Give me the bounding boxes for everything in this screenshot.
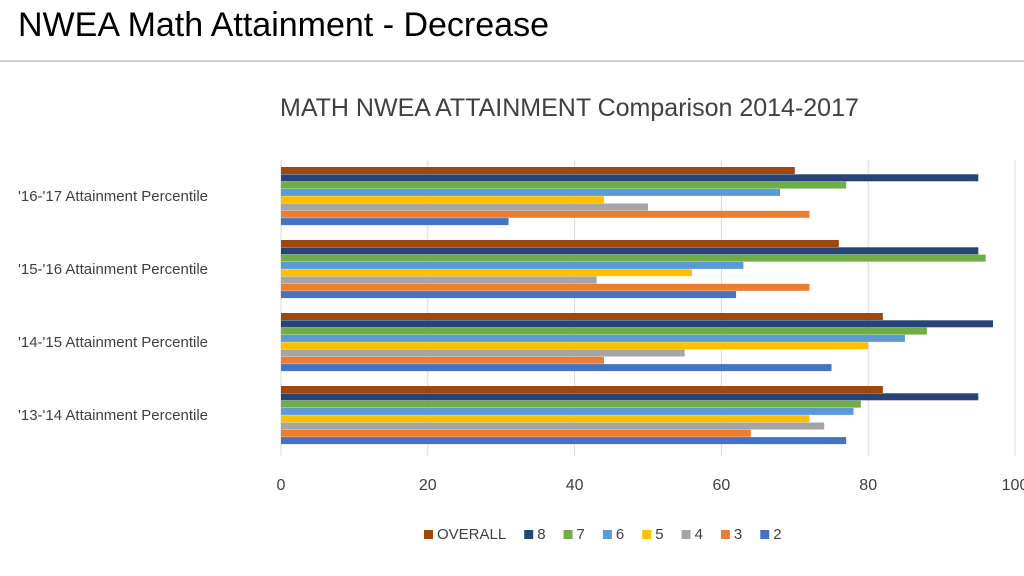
legend-swatch-8 [524, 530, 534, 539]
bar-5-2 [281, 342, 869, 350]
bars [281, 167, 993, 445]
bar-overall-2 [281, 313, 883, 320]
bar-5-3 [281, 415, 810, 423]
bar-4-1 [281, 276, 597, 284]
legend-label-3: 3 [734, 526, 742, 543]
bar-3-2 [281, 356, 604, 364]
bar-6-2 [281, 334, 905, 342]
x-tick-label: 40 [566, 477, 584, 494]
bar-3-3 [281, 429, 751, 437]
legend: OVERALL 8 7 6 5 4 3 2 [424, 526, 782, 543]
bar-5-0 [281, 196, 604, 204]
x-axis-ticks: 0 20 40 60 80 100 [277, 477, 1024, 494]
bar-7-1 [281, 254, 986, 262]
bar-chart: MATH NWEA ATTAINMENT Comparison 2014-201… [18, 94, 1024, 543]
category-label: '16-'17 Attainment Percentile [18, 188, 208, 205]
bar-2-3 [281, 437, 847, 445]
x-tick-label: 80 [859, 477, 877, 494]
bar-6-3 [281, 407, 854, 415]
bar-6-0 [281, 188, 781, 196]
legend-swatch-7 [563, 530, 573, 539]
legend-swatch-2 [760, 530, 770, 539]
legend-label-2: 2 [773, 526, 781, 543]
legend-label-overall: OVERALL [437, 526, 506, 543]
category-label: '15-'16 Attainment Percentile [18, 261, 208, 278]
bar-6-1 [281, 261, 744, 269]
bar-7-3 [281, 400, 861, 408]
bar-overall-0 [281, 167, 795, 174]
x-tick-label: 20 [419, 477, 437, 494]
bar-3-0 [281, 210, 810, 218]
bar-7-2 [281, 327, 927, 335]
legend-label-7: 7 [577, 526, 585, 543]
bar-4-2 [281, 349, 685, 357]
chart-frame: MATH NWEA ATTAINMENT Comparison 2014-201… [0, 60, 1024, 576]
legend-swatch-4 [681, 530, 691, 539]
bar-8-1 [281, 247, 979, 255]
x-tick-label: 100 [1002, 477, 1024, 494]
bar-5-1 [281, 269, 693, 277]
bar-4-3 [281, 422, 825, 430]
bar-2-1 [281, 291, 737, 299]
legend-label-8: 8 [537, 526, 545, 543]
bar-8-3 [281, 393, 979, 401]
bar-3-1 [281, 283, 810, 291]
legend-label-6: 6 [616, 526, 624, 543]
slide-title: NWEA Math Attainment - Decrease [18, 6, 549, 44]
legend-swatch-5 [642, 530, 652, 539]
bar-7-0 [281, 181, 847, 189]
bar-overall-3 [281, 386, 883, 393]
legend-swatch-3 [720, 530, 730, 539]
bar-overall-1 [281, 240, 839, 247]
bar-2-2 [281, 364, 832, 372]
legend-swatch-overall [424, 530, 433, 539]
bar-2-0 [281, 218, 509, 226]
bar-4-0 [281, 203, 648, 211]
legend-swatch-6 [602, 530, 612, 539]
bar-8-2 [281, 320, 993, 328]
category-label: '14-'15 Attainment Percentile [18, 334, 208, 351]
legend-label-5: 5 [655, 526, 663, 543]
category-labels: '16-'17 Attainment Percentile '15-'16 Att… [18, 188, 208, 424]
category-label: '13-'14 Attainment Percentile [18, 407, 208, 424]
x-tick-label: 60 [713, 477, 731, 494]
legend-label-4: 4 [695, 526, 703, 543]
bar-8-0 [281, 174, 979, 182]
chart-title: MATH NWEA ATTAINMENT Comparison 2014-201… [280, 94, 859, 122]
x-tick-label: 0 [277, 477, 286, 494]
